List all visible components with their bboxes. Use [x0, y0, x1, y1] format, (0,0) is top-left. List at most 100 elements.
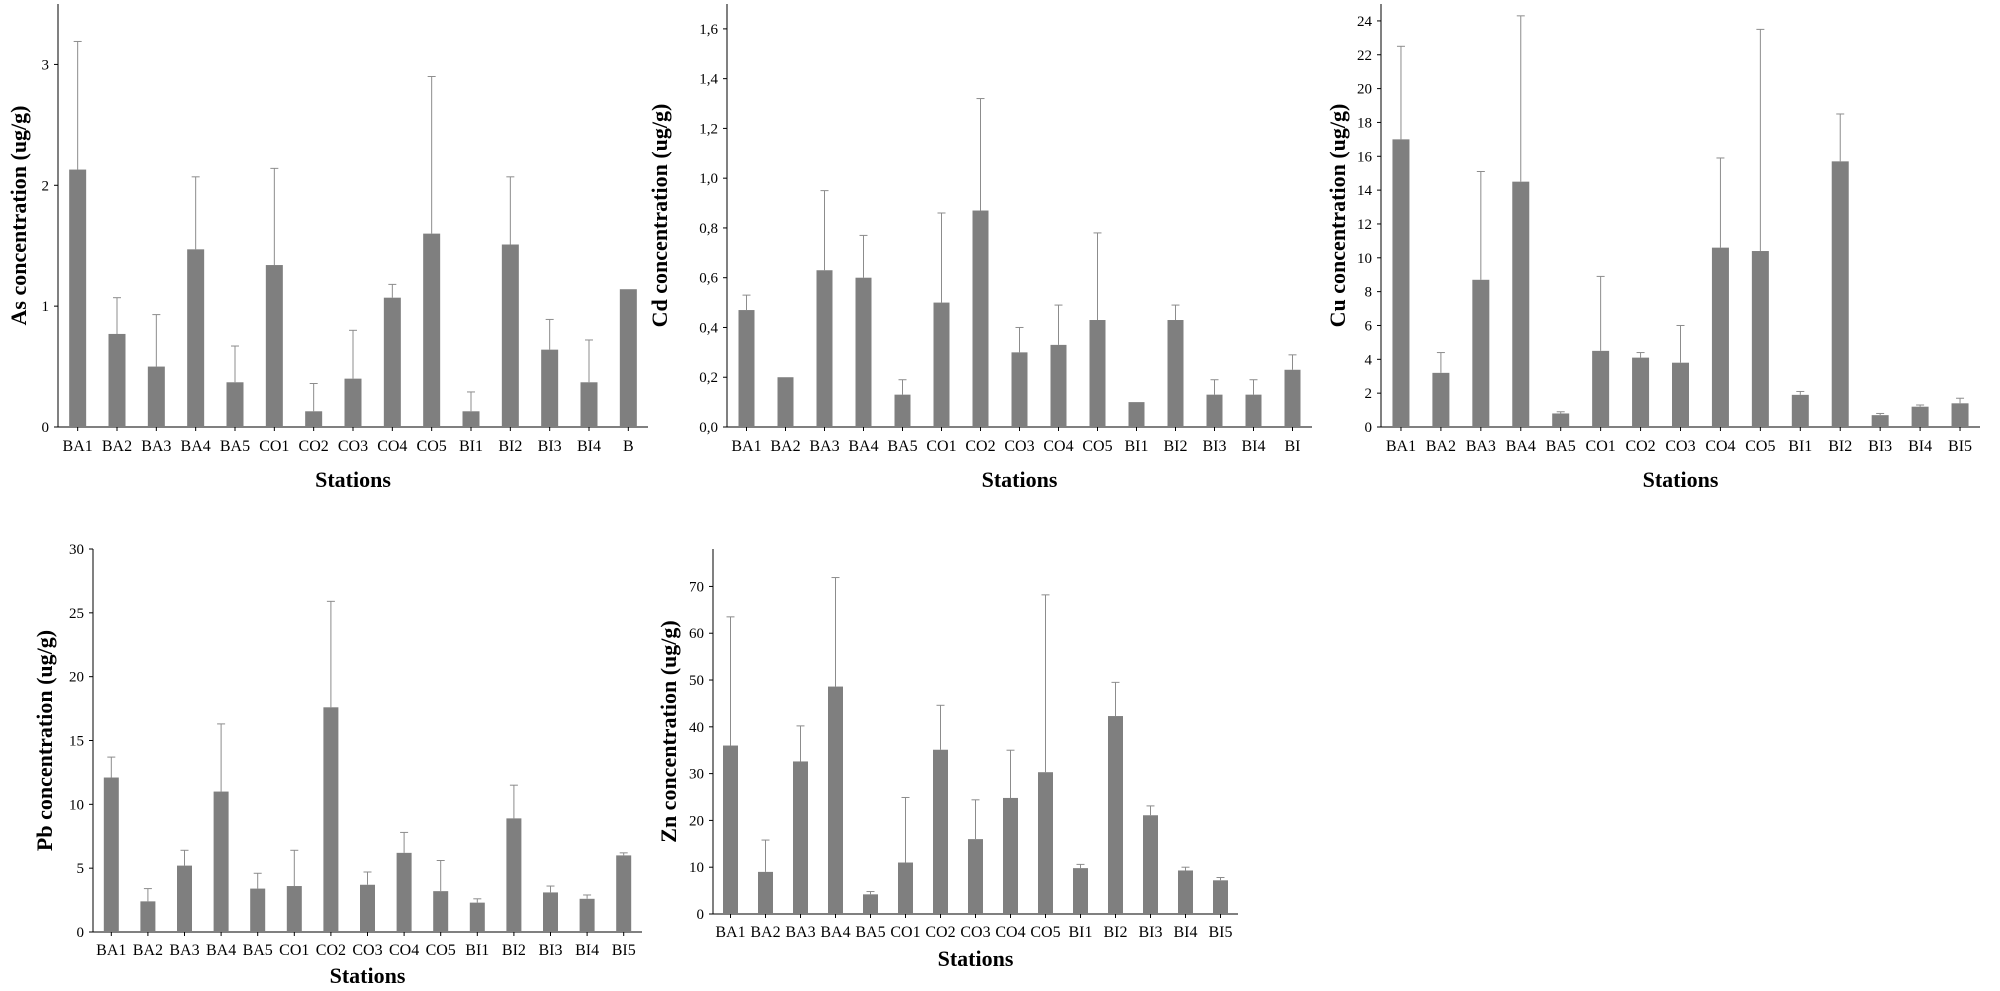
bar-ba2 — [777, 377, 794, 427]
bar-bi5 — [1213, 880, 1228, 914]
bar-ba5 — [226, 382, 244, 427]
x-tick-label: BI1 — [459, 438, 483, 455]
bar-ba4 — [1512, 181, 1530, 427]
y-tick-label: 60 — [689, 626, 704, 642]
y-tick-label: 30 — [689, 767, 704, 783]
x-axis-title: Stations — [315, 467, 391, 492]
y-tick-label: 24 — [1357, 14, 1373, 30]
y-tick-label: 10 — [69, 797, 84, 813]
x-tick-label: CO5 — [1030, 924, 1060, 941]
bar-ba1 — [1392, 139, 1410, 428]
y-tick-label: 14 — [1357, 183, 1373, 199]
bar-bi1 — [1073, 868, 1088, 914]
y-tick-label: 0 — [1365, 420, 1373, 436]
bar-co3 — [968, 839, 983, 914]
x-tick-label: CO3 — [338, 438, 368, 455]
bar-co3 — [1011, 352, 1028, 427]
x-axis-title: Stations — [1643, 467, 1719, 492]
x-tick-label: BA1 — [96, 942, 126, 959]
bar-bi4 — [1911, 406, 1929, 427]
x-tick-label: BA3 — [809, 438, 839, 455]
bar-bi1 — [1791, 394, 1809, 427]
x-tick-label: BI1 — [1069, 924, 1093, 941]
x-tick-label: CO2 — [1625, 438, 1655, 455]
x-tick-label: CO2 — [299, 438, 329, 455]
bar-bi1 — [469, 902, 485, 932]
y-tick-label: 2 — [1365, 386, 1373, 402]
x-tick-label: BA3 — [141, 438, 171, 455]
bar-bi1 — [1128, 402, 1145, 427]
x-tick-label: BA2 — [1426, 438, 1456, 455]
bar-co3 — [1672, 362, 1689, 427]
x-tick-label: CO5 — [1745, 438, 1775, 455]
x-tick-label: BI2 — [1828, 438, 1852, 455]
y-tick-label: 16 — [1357, 149, 1373, 165]
bar-bi5 — [616, 855, 632, 932]
y-tick-label: 30 — [69, 542, 84, 558]
x-tick-label: BI3 — [539, 942, 563, 959]
chart-cd: 0,0 0,2 0,4 0,6 0,8 1,0 1,2 1,4 1,6 BA1 BA2 BA3 BA4 B… — [699, 4, 1312, 455]
y-tick-label: 22 — [1357, 48, 1372, 64]
x-tick-label: BI2 — [502, 942, 526, 959]
bar-bi2 — [1108, 716, 1123, 914]
y-tick-label: 5 — [77, 861, 85, 877]
bar-bi4 — [1245, 394, 1262, 427]
bar-co4 — [396, 852, 412, 932]
y-tick-label: 25 — [69, 606, 84, 622]
bar-co2 — [1632, 357, 1650, 427]
bar-co5 — [1751, 251, 1769, 427]
y-tick-label: 70 — [689, 579, 704, 595]
y-tick-label: 20 — [689, 813, 704, 829]
x-tick-label: BA5 — [243, 942, 273, 959]
x-tick-label: CO3 — [352, 942, 382, 959]
bar-co4 — [1711, 247, 1729, 427]
x-tick-label: BA4 — [181, 438, 211, 455]
bar-ba3 — [816, 270, 833, 427]
bar-co4 — [383, 297, 401, 427]
x-tick-label: BA4 — [1506, 438, 1536, 455]
x-tick-label: CO1 — [1586, 438, 1616, 455]
y-tick-label: 1,4 — [699, 72, 718, 88]
x-tick-label: CO5 — [417, 438, 447, 455]
x-tick-label: BA5 — [887, 438, 917, 455]
x-tick-label: CO4 — [389, 942, 419, 959]
y-tick-label: 10 — [1357, 251, 1372, 267]
bar-co2 — [933, 749, 948, 914]
bar-co1 — [933, 302, 950, 427]
x-tick-label: BI4 — [1174, 924, 1198, 941]
bar-ba1 — [738, 310, 755, 427]
x-tick-label: CO3 — [960, 924, 990, 941]
bar-ba4 — [213, 791, 229, 932]
y-tick-label: 20 — [69, 670, 84, 686]
x-tick-label: BI4 — [1908, 438, 1932, 455]
bar-co2 — [323, 707, 339, 932]
x-tick-label: BA5 — [855, 924, 885, 941]
bar-ba5 — [250, 888, 266, 932]
x-tick-label: CO5 — [1082, 438, 1112, 455]
x-tick-label: CO5 — [426, 942, 456, 959]
y-tick-label: 12 — [1357, 217, 1372, 233]
x-tick-label: BI1 — [1788, 438, 1812, 455]
bar-co4 — [1003, 797, 1018, 914]
bar-ba2 — [1432, 372, 1450, 427]
bar-ba4 — [187, 249, 205, 427]
y-tick-label: 15 — [69, 734, 84, 750]
y-axis-title: As concentration (ug/g) — [6, 106, 31, 326]
x-tick-label: BA4 — [820, 924, 850, 941]
x-tick-label: BI4 — [577, 438, 601, 455]
y-tick-label: 2 — [42, 178, 50, 194]
y-axis-title: Pb concentration (ug/g) — [32, 630, 57, 851]
y-tick-label: 1,6 — [699, 22, 718, 38]
chart-zn: 0 10 20 30 40 50 60 70 BA1 BA2 BA3 BA4 BA5 CO1 CO2 CO3 C… — [689, 549, 1238, 941]
y-tick-label: 1 — [42, 299, 50, 315]
x-tick-label: BA5 — [220, 438, 250, 455]
bar-ba3 — [147, 366, 165, 427]
x-tick-label: BA1 — [715, 924, 745, 941]
x-tick-label: BI3 — [1203, 438, 1227, 455]
bar-ba5 — [1552, 413, 1570, 427]
x-tick-label: CO1 — [926, 438, 956, 455]
bar-bi3 — [1206, 394, 1223, 427]
x-tick-label: BI5 — [1948, 438, 1972, 455]
x-tick-label: BI5 — [1209, 924, 1233, 941]
x-tick-label: BI3 — [1139, 924, 1163, 941]
